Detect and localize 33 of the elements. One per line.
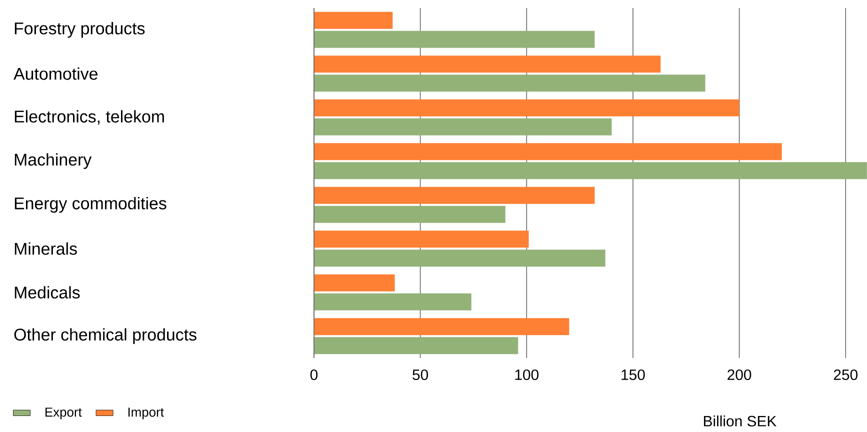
bar	[314, 318, 570, 336]
y-tick-label: Minerals	[14, 242, 77, 255]
y-tick-label: Medicals	[14, 286, 80, 299]
x-axis-title: Billion SEK	[704, 415, 776, 426]
bar	[314, 162, 867, 180]
y-tick-label: Energy commodities	[14, 196, 166, 213]
y-tick-label: Other chemical products	[14, 328, 196, 344]
x-tick-label: 200	[728, 370, 752, 380]
bar	[314, 74, 706, 92]
y-tick-label: Forestry products	[14, 22, 145, 38]
bar	[314, 56, 661, 73]
bar	[314, 274, 395, 292]
y-tick-label: Automotive	[14, 67, 98, 80]
y-tick-label: Electronics, telekom	[14, 110, 164, 125]
bar	[314, 12, 393, 29]
bar	[314, 230, 529, 248]
bar	[314, 337, 518, 354]
x-tick-label: 0	[310, 370, 318, 380]
bar	[314, 250, 606, 267]
bar	[314, 118, 612, 136]
bar	[314, 143, 782, 160]
x-tick-label: 250	[834, 370, 858, 380]
y-tick-label: Machinery	[14, 153, 92, 170]
x-tick-label: 50	[412, 370, 428, 380]
bar	[314, 186, 595, 204]
x-tick-label: 150	[622, 370, 645, 380]
legend-label: Export	[46, 408, 82, 420]
bar	[314, 293, 472, 310]
bar	[314, 99, 740, 116]
x-tick-label: 100	[515, 370, 538, 380]
bar	[314, 206, 506, 223]
legend-label: Import	[128, 408, 164, 420]
bar	[314, 30, 595, 48]
